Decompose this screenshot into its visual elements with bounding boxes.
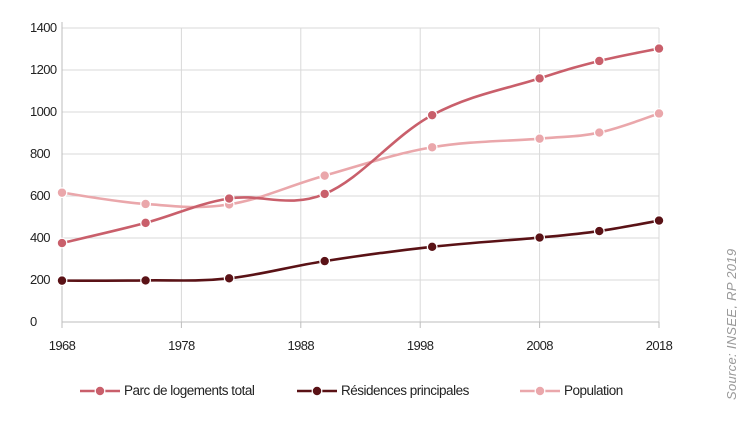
x-axis: 1968 1978 1988 1998 2008 2018 [49, 321, 673, 353]
data-point [319, 188, 331, 200]
legend: Parc de logements total Résidences princi… [80, 383, 623, 398]
series-line-2 [60, 112, 661, 209]
x-tick-label: 1978 [168, 338, 195, 353]
data-point [319, 255, 331, 267]
data-point [223, 272, 235, 284]
data-point [56, 237, 68, 249]
data-point [223, 193, 235, 204]
data-point [653, 215, 665, 226]
y-tick-label: 800 [30, 146, 50, 161]
y-tick-label: 1000 [30, 104, 57, 119]
legend-label: Parc de logements total [124, 383, 255, 398]
x-tick-label: 2008 [526, 338, 553, 353]
legend-swatch-marker [534, 385, 546, 397]
grid [62, 27, 660, 322]
y-tick-label: 1200 [30, 62, 57, 77]
legend-label: Population [564, 383, 623, 398]
legend-label: Résidences principales [341, 383, 470, 398]
series-lines [60, 47, 661, 282]
data-point [593, 225, 605, 237]
y-tick-label: 200 [30, 272, 50, 287]
x-tick-label: 2018 [646, 338, 673, 353]
series-points [56, 43, 665, 287]
data-point [140, 198, 151, 210]
data-point [56, 275, 68, 287]
data-point [534, 232, 545, 243]
data-point [653, 108, 665, 119]
data-point [319, 170, 331, 182]
data-point [426, 141, 438, 153]
data-point [534, 133, 545, 145]
data-point [140, 217, 151, 229]
y-axis: 0 200 400 600 800 1000 1200 1400 [30, 20, 63, 329]
data-point [534, 72, 545, 84]
source-note: Source: INSEE, RP 2019 [724, 249, 737, 400]
series-line-0 [60, 47, 661, 245]
data-point [426, 109, 438, 121]
data-point [140, 275, 151, 286]
x-tick-label: 1998 [407, 338, 434, 353]
data-point [593, 127, 605, 138]
data-point [426, 241, 438, 253]
data-point [653, 43, 665, 54]
legend-swatch-marker [311, 385, 323, 397]
y-tick-label: 600 [30, 188, 50, 203]
x-tick-label: 1968 [49, 338, 76, 353]
y-tick-label: 1400 [30, 20, 57, 35]
y-tick-label: 0 [30, 314, 37, 329]
x-tick-label: 1988 [288, 338, 315, 353]
data-point [56, 187, 68, 199]
legend-swatch-marker [94, 385, 106, 397]
series-line-1 [60, 219, 661, 282]
y-tick-label: 400 [30, 230, 50, 245]
data-point [593, 55, 605, 67]
